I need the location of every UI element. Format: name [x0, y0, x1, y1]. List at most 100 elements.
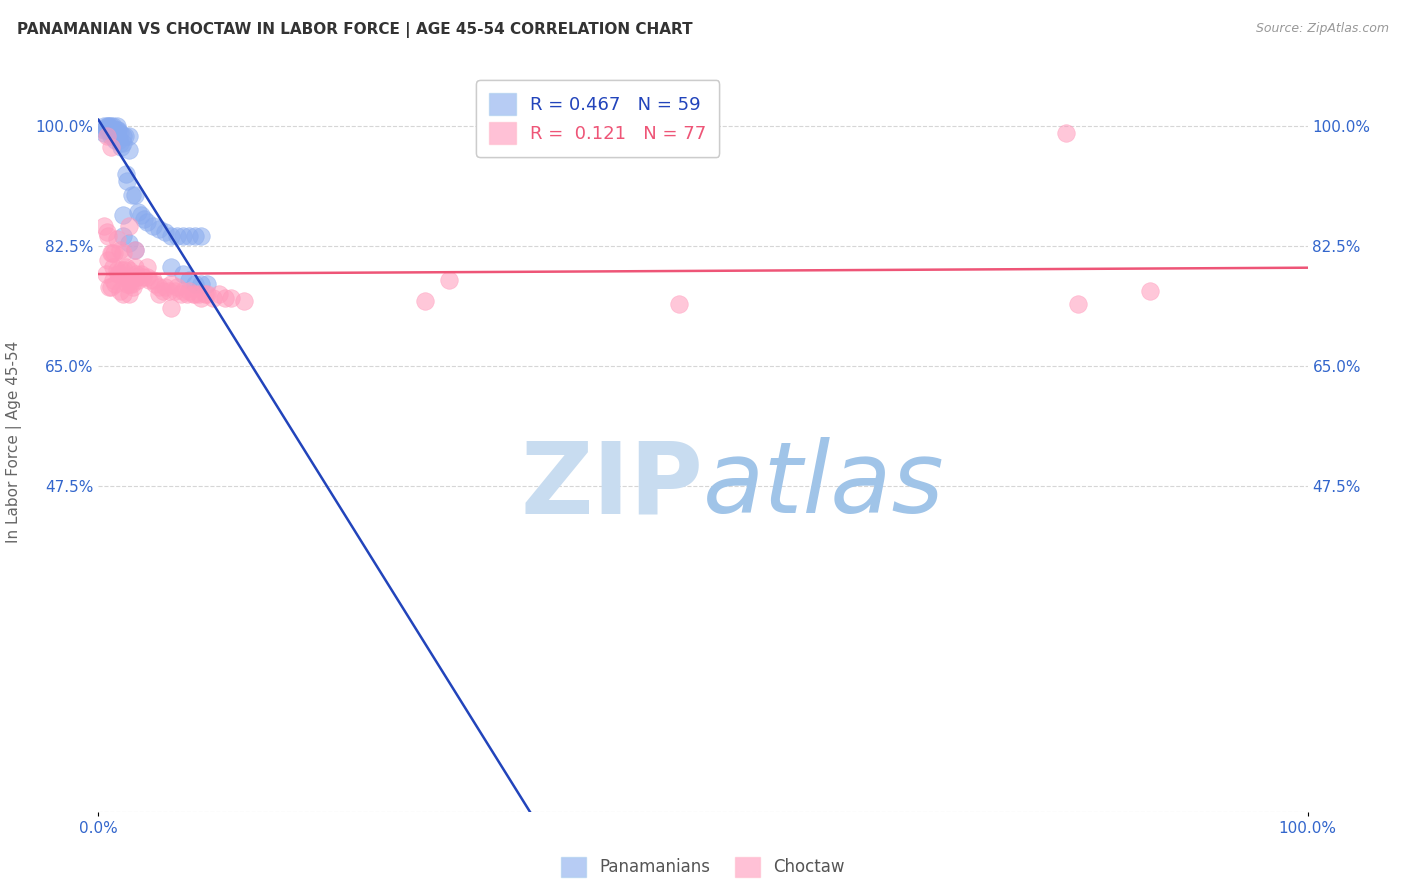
Point — [104, 126, 127, 140]
Point — [110, 263, 132, 277]
Point — [124, 243, 146, 257]
Point — [166, 228, 188, 243]
Point — [111, 136, 134, 151]
Point — [124, 187, 146, 202]
Point — [134, 211, 156, 226]
Point — [111, 228, 134, 243]
Point — [195, 287, 218, 301]
Point — [118, 263, 141, 277]
Point — [101, 119, 124, 133]
Point — [105, 232, 128, 246]
Point — [93, 126, 115, 140]
Point — [124, 243, 146, 257]
Point — [111, 129, 134, 144]
Point — [148, 280, 170, 294]
Point — [114, 270, 136, 285]
Point — [108, 267, 131, 281]
Point — [103, 126, 125, 140]
Point — [118, 277, 141, 291]
Point — [97, 228, 120, 243]
Point — [108, 126, 131, 140]
Point — [1139, 284, 1161, 298]
Point — [668, 297, 690, 311]
Point — [190, 228, 212, 243]
Point — [160, 301, 183, 315]
Point — [107, 267, 129, 281]
Point — [100, 126, 122, 140]
Y-axis label: In Labor Force | Age 45-54: In Labor Force | Age 45-54 — [6, 341, 21, 542]
Point — [96, 129, 118, 144]
Point — [184, 277, 207, 291]
Point — [160, 277, 183, 291]
Point — [153, 226, 176, 240]
Point — [100, 246, 122, 260]
Point — [100, 122, 122, 136]
Point — [104, 133, 127, 147]
Point — [214, 291, 236, 305]
Point — [138, 273, 160, 287]
Point — [132, 270, 155, 285]
Point — [169, 287, 191, 301]
Point — [112, 263, 135, 277]
Point — [111, 287, 134, 301]
Point — [127, 270, 149, 285]
Point — [179, 284, 201, 298]
Point — [190, 291, 212, 305]
Point — [114, 129, 136, 144]
Point — [105, 122, 128, 136]
Point — [105, 263, 128, 277]
Point — [115, 167, 138, 181]
Point — [1067, 297, 1090, 311]
Point — [135, 260, 157, 274]
Point — [100, 140, 122, 154]
Point — [181, 287, 204, 301]
Point — [100, 119, 122, 133]
Point — [111, 208, 134, 222]
Point — [127, 273, 149, 287]
Point — [160, 228, 183, 243]
Point — [108, 133, 131, 147]
Legend: R = 0.467   N = 59, R =  0.121   N = 77: R = 0.467 N = 59, R = 0.121 N = 77 — [477, 80, 720, 157]
Point — [148, 222, 170, 236]
Point — [179, 273, 201, 287]
Point — [121, 187, 143, 202]
Point — [172, 267, 194, 281]
Point — [98, 119, 121, 133]
Point — [127, 205, 149, 219]
Point — [118, 287, 141, 301]
Point — [125, 267, 148, 281]
Point — [129, 208, 152, 222]
Point — [120, 273, 142, 287]
Point — [172, 228, 194, 243]
Point — [184, 287, 207, 301]
Point — [163, 284, 186, 298]
Point — [118, 235, 141, 250]
Point — [202, 291, 225, 305]
Text: Source: ZipAtlas.com: Source: ZipAtlas.com — [1256, 22, 1389, 36]
Point — [107, 129, 129, 144]
Point — [194, 287, 217, 301]
Point — [98, 280, 121, 294]
Point — [96, 122, 118, 136]
Point — [94, 267, 117, 281]
Point — [108, 284, 131, 298]
Point — [157, 284, 180, 298]
Point — [142, 219, 165, 233]
Point — [160, 260, 183, 274]
Point — [93, 119, 115, 133]
Point — [96, 119, 118, 133]
Point — [101, 260, 124, 274]
Point — [96, 226, 118, 240]
Text: atlas: atlas — [703, 437, 945, 534]
Point — [108, 243, 131, 257]
Point — [176, 287, 198, 301]
Point — [101, 122, 124, 136]
Point — [93, 219, 115, 233]
Point — [115, 260, 138, 274]
Point — [107, 122, 129, 136]
Point — [221, 291, 243, 305]
Point — [166, 280, 188, 294]
Point — [124, 260, 146, 274]
Point — [187, 287, 209, 301]
Point — [135, 215, 157, 229]
